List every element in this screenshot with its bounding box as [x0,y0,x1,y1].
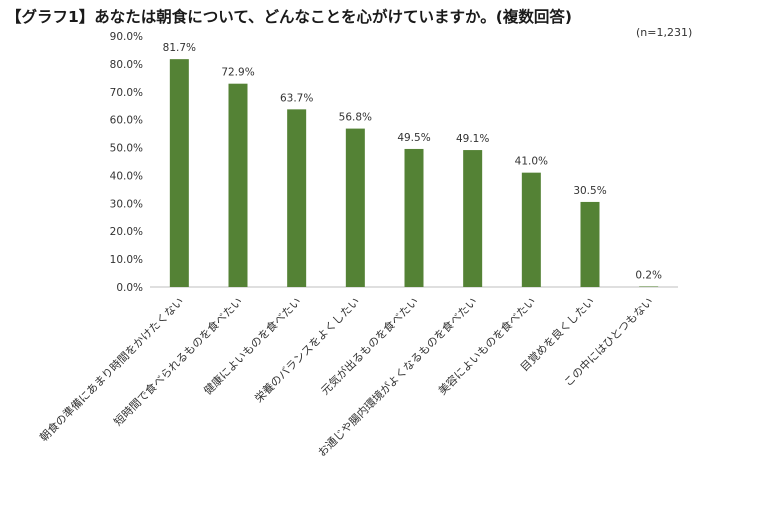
data-label: 72.9% [221,67,254,79]
bar [404,148,424,287]
x-category-label: 健康によいものを食べたい [201,294,304,397]
bar [287,109,307,287]
bar [169,59,189,287]
data-label: 49.1% [456,133,489,145]
data-label: 56.8% [339,112,372,124]
data-label: 30.5% [573,185,606,197]
y-tick-label: 0.0% [116,282,143,294]
x-category-label: 栄養のバランスをよくしたい [252,294,363,405]
y-tick-label: 80.0% [110,59,143,71]
x-category-label: 短時間で食べられるものを食べたい [111,294,245,428]
y-tick-label: 30.0% [110,198,143,210]
sample-size-note: (n=1,231) [636,26,693,39]
y-tick-label: 50.0% [110,143,143,155]
y-tick-label: 60.0% [110,115,143,127]
data-label: 41.0% [515,156,548,168]
y-tick-label: 10.0% [110,254,143,266]
bar [521,172,541,287]
x-category-label: 美容によいものを食べたい [435,294,538,397]
y-tick-label: 40.0% [110,170,143,182]
y-tick-label: 20.0% [110,226,143,238]
bar [580,201,600,287]
data-label: 81.7% [163,42,196,54]
data-label: 0.2% [635,269,662,281]
chart-title: 【グラフ1】あなたは朝食について、どんなことを心がけていますか。(複数回答) [6,8,572,26]
bar [345,128,365,287]
y-tick-label: 90.0% [110,31,143,43]
data-label: 63.7% [280,92,313,104]
bar [639,286,659,287]
bar [463,150,483,287]
x-category-label: 元気が出るものを食べたい [318,294,421,397]
bar [228,83,248,287]
data-label: 49.5% [397,132,430,144]
y-tick-label: 70.0% [110,87,143,99]
